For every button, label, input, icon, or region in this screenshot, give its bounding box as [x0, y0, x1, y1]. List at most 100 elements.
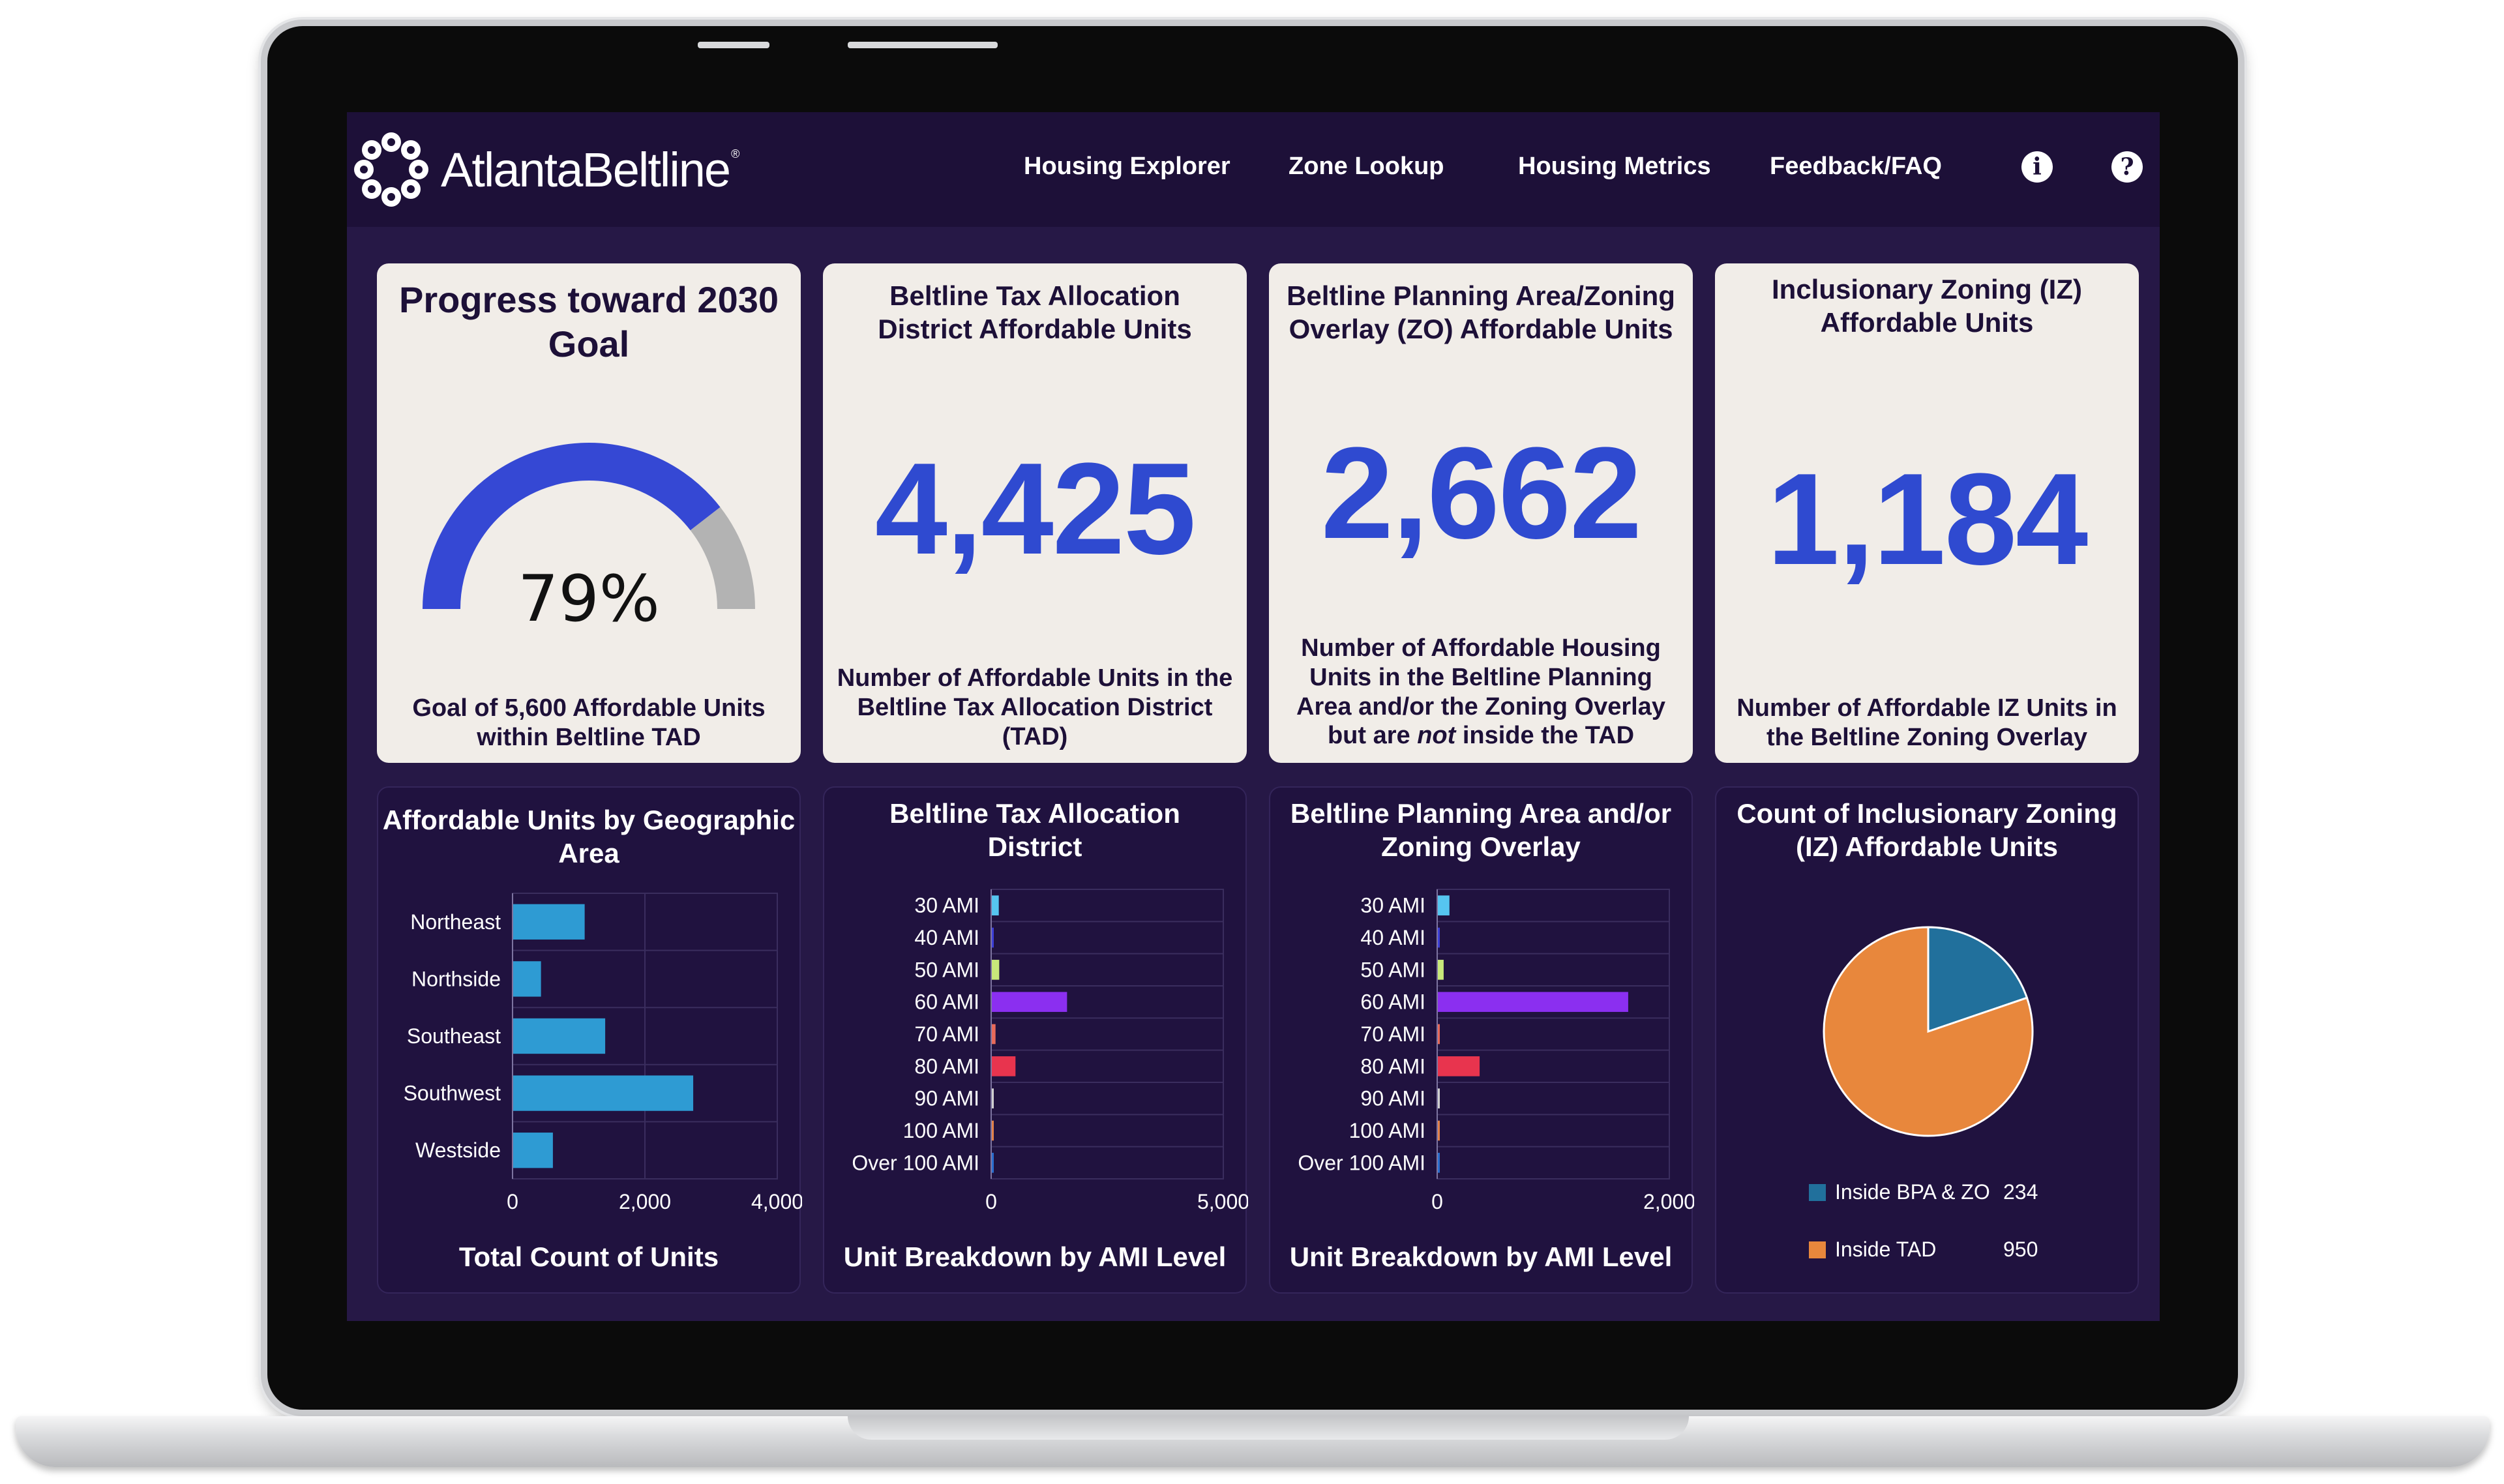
bar-30-ami: [992, 895, 999, 915]
y-tick-label: 30 AMI: [1360, 894, 1425, 917]
chart-title: Count of Inclusionary Zoning (IZ) Afford…: [1736, 798, 2117, 863]
bpa-zo-affordable-units-card: Beltline Planning Area/Zoning Overlay (Z…: [1269, 263, 1693, 763]
y-tick-label: 50 AMI: [914, 958, 979, 981]
y-tick-label: 90 AMI: [914, 1087, 979, 1110]
bar-60-ami: [992, 992, 1067, 1012]
gauge-percent-label: 79%: [518, 562, 660, 636]
chart-title: Affordable Units by Geographic Area: [382, 805, 796, 869]
bar-70-ami: [992, 1024, 996, 1045]
bar-70-ami: [1438, 1024, 1440, 1045]
card-title: Beltline Tax Allocation District Afforda…: [878, 280, 1192, 345]
x-tick-label: 2,000: [1643, 1190, 1694, 1213]
card-subtitle: Goal of 5,600 Affordable Units within Be…: [412, 694, 766, 751]
bar-northeast: [513, 904, 585, 940]
bar-50-ami: [1438, 960, 1444, 980]
chart-x-label: Total Count of Units: [458, 1241, 719, 1272]
lid-hinge-right: [848, 42, 998, 48]
legend-swatch: [1809, 1183, 1826, 1201]
y-tick-label: Over 100 AMI: [1298, 1151, 1425, 1174]
help-icon[interactable]: ?: [2111, 151, 2143, 183]
card-title: Beltline Planning Area/Zoning Overlay (Z…: [1287, 280, 1675, 345]
y-tick-label: 90 AMI: [1360, 1087, 1425, 1110]
chart-x-label: Unit Breakdown by AMI Level: [843, 1241, 1227, 1272]
y-tick-label: 100 AMI: [903, 1119, 979, 1142]
dashboard-screen: AtlantaBeltline ® Housing Explorer Zone …: [347, 112, 2160, 1321]
pie-slice-inside-tad: [1823, 926, 2034, 1137]
bar-30-ami: [1438, 895, 1450, 915]
bar-over-100-ami: [992, 1153, 994, 1173]
beltline-flower-icon: [354, 132, 428, 207]
y-tick-label: 40 AMI: [1360, 926, 1425, 949]
gauge-fill: [423, 443, 721, 610]
info-icon[interactable]: i: [2021, 151, 2053, 183]
plot-frame: [991, 889, 1224, 1180]
atlanta-beltline-logo[interactable]: AtlantaBeltline ®: [351, 129, 739, 210]
iz-pie-chart-card: Count of Inclusionary Zoning (IZ) Afford…: [1715, 786, 2139, 1294]
bar-60-ami: [1438, 992, 1628, 1012]
x-tick-label: 2,000: [619, 1190, 671, 1213]
bar-90-ami: [1438, 1088, 1440, 1108]
y-tick-label: Southwest: [404, 1082, 501, 1105]
bar-50-ami: [992, 960, 1000, 980]
bpa-zo-ami-chart-card: Beltline Planning Area and/or Zoning Ove…: [1269, 786, 1694, 1294]
top-navigation-bar: AtlantaBeltline ® Housing Explorer Zone …: [347, 112, 2160, 227]
card-title: Progress toward 2030 Goal: [398, 279, 779, 365]
subtitle-text-end: inside the TAD: [1455, 722, 1635, 750]
y-tick-label: 80 AMI: [1360, 1054, 1425, 1078]
x-tick-label: 0: [985, 1190, 997, 1213]
bar-80-ami: [1438, 1056, 1480, 1076]
laptop-base: [16, 1416, 2490, 1467]
tad-affordable-units-card: Beltline Tax Allocation District Afforda…: [823, 263, 1247, 763]
legend-item-inside-tad[interactable]: Inside TAD 950: [1809, 1238, 2038, 1262]
bar-40-ami: [992, 927, 994, 948]
geographic-bar-chart: 0 2,000 4,000 Northeast Northside Southeast So…: [404, 893, 802, 1213]
iz-units-value: 1,184: [1766, 447, 2089, 592]
bar-90-ami: [992, 1088, 994, 1108]
y-tick-label: Northside: [411, 967, 501, 990]
bar-100-ami: [1438, 1120, 1440, 1141]
iz-pie-chart: [1823, 926, 2034, 1137]
y-tick-label: 60 AMI: [1360, 990, 1425, 1014]
y-tick-label: 60 AMI: [914, 990, 979, 1014]
lid-hinge-left: [698, 42, 769, 48]
bpa-zo-units-value: 2,662: [1320, 421, 1643, 566]
chart-title: Beltline Tax Allocation District: [889, 798, 1180, 863]
legend-item-inside-bpa-zo[interactable]: Inside BPA & ZO 234: [1809, 1180, 2038, 1204]
legend-label: Inside BPA & ZO: [1835, 1180, 1990, 1204]
subtitle-emphasis: not: [1417, 722, 1456, 750]
gauge-track: [690, 507, 755, 610]
bar-40-ami: [1438, 927, 1440, 948]
nav-feedback-faq[interactable]: Feedback/FAQ: [1770, 153, 1942, 180]
registered-mark: ®: [731, 147, 740, 160]
y-tick-label: Over 100 AMI: [852, 1151, 979, 1174]
x-tick-label: 0: [507, 1190, 518, 1213]
y-tick-label: 30 AMI: [914, 894, 979, 917]
card-subtitle: Number of Affordable Units in the Beltli…: [837, 664, 1233, 750]
y-tick-label: Southeast: [407, 1024, 501, 1048]
logo-wordmark: AtlantaBeltline: [441, 142, 731, 197]
bpa-zo-ami-bar-chart: 0 2,000 30 AMI 40 AMI 50 AMI 60 AMI 70 AMI 80 A…: [1298, 889, 1694, 1213]
y-tick-label: 70 AMI: [1360, 1022, 1425, 1046]
progress-gauge: [423, 443, 755, 610]
legend-value: 950: [2003, 1238, 2038, 1261]
nav-zone-lookup[interactable]: Zone Lookup: [1289, 153, 1444, 180]
nav-housing-explorer[interactable]: Housing Explorer: [1024, 153, 1230, 180]
laptop-base-groove: [848, 1416, 1689, 1440]
geographic-area-chart-card: Affordable Units by Geographic Area 0 2,0…: [377, 786, 802, 1294]
y-tick-label: 70 AMI: [914, 1022, 979, 1046]
x-tick-label: 4,000: [751, 1190, 802, 1213]
y-tick-label: Westside: [415, 1138, 501, 1162]
x-tick-label: 0: [1431, 1190, 1443, 1213]
nav-housing-metrics[interactable]: Housing Metrics: [1518, 153, 1711, 180]
card-title: Inclusionary Zoning (IZ) Affordable Unit…: [1772, 274, 2082, 338]
bar-southwest: [513, 1075, 694, 1111]
legend-value: 234: [2003, 1180, 2038, 1204]
y-tick-label: 80 AMI: [914, 1054, 979, 1078]
tad-units-value: 4,425: [874, 436, 1197, 582]
bar-80-ami: [992, 1056, 1016, 1076]
iz-affordable-units-card: Inclusionary Zoning (IZ) Affordable Unit…: [1715, 263, 2139, 763]
legend-swatch: [1809, 1241, 1826, 1258]
x-tick-label: 5,000: [1197, 1190, 1248, 1213]
y-tick-label: 40 AMI: [914, 926, 979, 949]
progress-goal-card: Progress toward 2030 Goal 79% Goal of 5,…: [377, 263, 801, 763]
